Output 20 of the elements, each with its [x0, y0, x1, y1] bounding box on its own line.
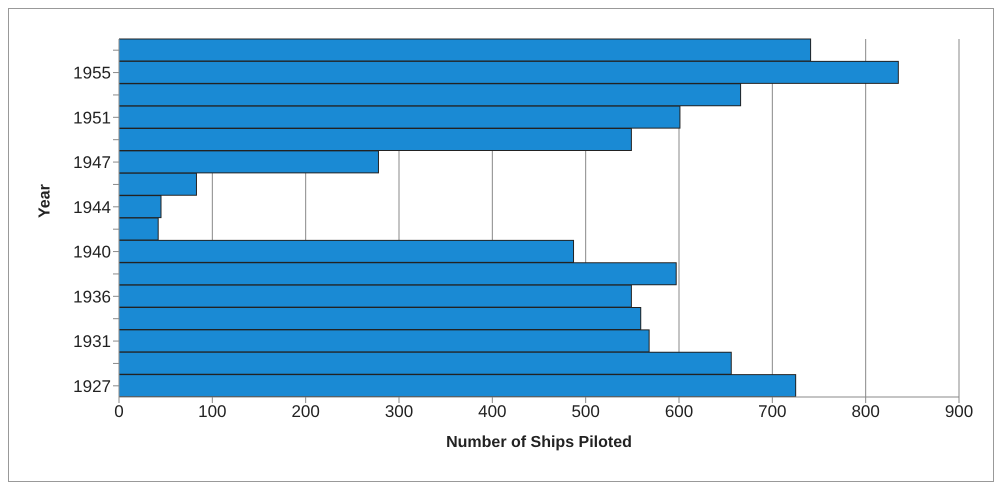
x-tick-label: 0	[114, 402, 124, 422]
x-tick-label: 900	[944, 402, 974, 422]
x-tick-label: 600	[664, 402, 694, 422]
x-tick-label: 700	[758, 402, 787, 422]
x-tick-label: 200	[291, 402, 320, 422]
x-tick-label: 800	[851, 402, 880, 422]
y-tick-label: 1951	[73, 108, 111, 128]
y-tick-label: 1955	[73, 64, 111, 83]
y-tick-label: 1940	[73, 242, 111, 262]
y-tick-label: 1931	[73, 332, 111, 352]
x-tick-label: 300	[384, 402, 414, 422]
y-tick-label: 1936	[73, 287, 111, 306]
x-tick-label: 400	[478, 402, 507, 422]
y-tick-label: 1947	[73, 153, 111, 172]
x-tick-label: 500	[571, 402, 600, 422]
x-tick-label: 100	[198, 402, 227, 422]
y-axis-title: Year	[36, 184, 54, 218]
y-tick-label: 1927	[73, 376, 111, 396]
y-tick-label: 1944	[73, 198, 111, 217]
x-axis-title: Number of Ships Piloted	[446, 434, 632, 451]
